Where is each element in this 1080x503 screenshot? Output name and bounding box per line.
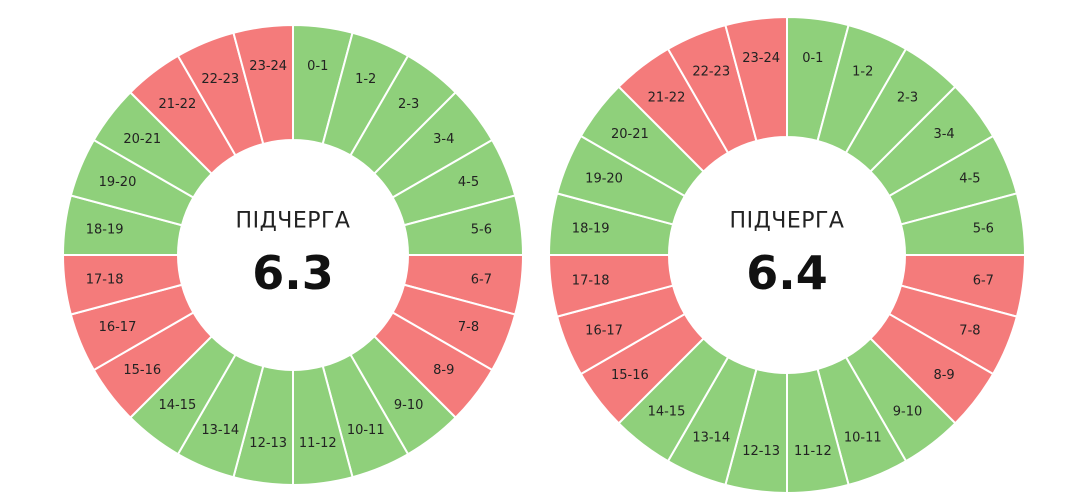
segment-label: 8-9 <box>933 368 954 383</box>
center-value: 6.3 <box>252 246 334 300</box>
segment-label: 12-13 <box>742 444 780 459</box>
segment-label: 7-8 <box>458 320 479 335</box>
segment-label: 5-6 <box>471 223 492 238</box>
segment-label: 15-16 <box>123 363 161 378</box>
segment-label: 7-8 <box>959 323 980 338</box>
segment-label: 0-1 <box>802 51 823 66</box>
segment-label: 16-17 <box>585 323 623 338</box>
segment-label: 8-9 <box>433 363 454 378</box>
segment-label: 14-15 <box>648 405 686 420</box>
segment-label: 11-12 <box>299 436 337 451</box>
segment-label: 17-18 <box>86 272 124 287</box>
segment-label: 9-10 <box>893 405 923 420</box>
segment-label: 6-7 <box>973 273 994 288</box>
segment-label: 20-21 <box>123 132 161 147</box>
segment-label: 3-4 <box>433 132 454 147</box>
wheel-1: 0-1 1-2 2-3 3-4 4-5 5-6 6-7 7-8 8-9 9-10 10-11 11-1… <box>61 23 525 487</box>
segment-label: 18-19 <box>572 222 610 237</box>
center-title: ПІДЧЕРГА <box>236 209 351 234</box>
segment-label: 12-13 <box>249 436 287 451</box>
segment-label: 21-22 <box>158 97 196 112</box>
segment-label: 10-11 <box>844 430 882 445</box>
segment-label: 22-23 <box>201 72 239 87</box>
segment-label: 23-24 <box>249 59 287 74</box>
segment-label: 20-21 <box>611 127 649 142</box>
segment-label: 13-14 <box>692 430 730 445</box>
segment-label: 14-15 <box>158 398 196 413</box>
segment-label: 21-22 <box>648 90 686 105</box>
segment-label: 2-3 <box>398 97 419 112</box>
wheel-2: 0-1 1-2 2-3 3-4 4-5 5-6 6-7 7-8 8-9 9-10 10-11 11-1… <box>547 15 1027 495</box>
segment-label: 5-6 <box>973 222 994 237</box>
segment-label: 18-19 <box>86 223 124 238</box>
segment-label: 22-23 <box>692 65 730 80</box>
segment-label: 6-7 <box>471 272 492 287</box>
segment-label: 10-11 <box>347 423 385 438</box>
segment-label: 3-4 <box>933 127 954 142</box>
segment-label: 0-1 <box>307 59 328 74</box>
center-title: ПІДЧЕРГА <box>730 209 845 234</box>
segment-label: 23-24 <box>742 51 780 66</box>
segment-label: 17-18 <box>572 273 610 288</box>
segment-label: 19-20 <box>99 175 137 190</box>
segment-label: 1-2 <box>355 72 376 87</box>
center-value: 6.4 <box>746 246 828 300</box>
segment-label: 11-12 <box>794 444 832 459</box>
segment-label: 19-20 <box>585 172 623 187</box>
segment-23-24-off <box>724 15 788 143</box>
segment-label: 4-5 <box>959 172 980 187</box>
segment-label: 4-5 <box>458 175 479 190</box>
segment-23-24-off <box>232 23 294 146</box>
segment-label: 16-17 <box>99 320 137 335</box>
segment-label: 13-14 <box>201 423 239 438</box>
segment-label: 9-10 <box>394 398 424 413</box>
segment-label: 1-2 <box>852 65 873 80</box>
segment-label: 15-16 <box>611 368 649 383</box>
segment-label: 2-3 <box>897 90 918 105</box>
